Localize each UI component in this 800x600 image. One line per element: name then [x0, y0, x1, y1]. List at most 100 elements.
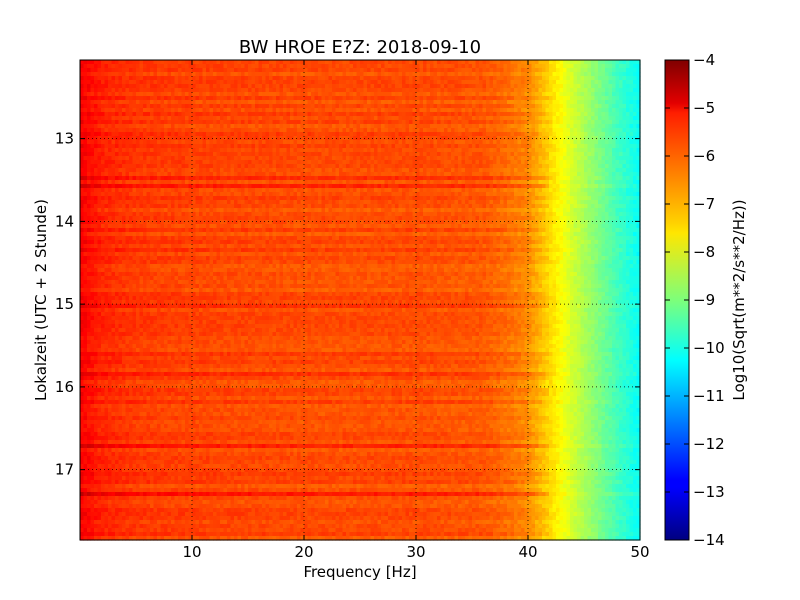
heatmap-cell — [440, 132, 445, 137]
heatmap-cell — [608, 132, 613, 137]
heatmap-cell — [195, 80, 200, 85]
heatmap-cell — [104, 64, 109, 69]
heatmap-cell — [265, 120, 270, 125]
heatmap-cell — [146, 152, 151, 157]
heatmap-cell — [507, 76, 512, 81]
heatmap-cell — [430, 100, 435, 105]
heatmap-cell — [531, 172, 536, 177]
heatmap-cell — [185, 184, 190, 189]
heatmap-cell — [171, 136, 176, 141]
heatmap-cell — [234, 76, 239, 81]
heatmap-cell — [566, 104, 571, 109]
heatmap-cell — [556, 136, 561, 141]
heatmap-cell — [125, 132, 130, 137]
heatmap-cell — [521, 168, 526, 173]
heatmap-cell — [276, 168, 281, 173]
heatmap-cell — [339, 104, 344, 109]
heatmap-cell — [339, 148, 344, 153]
heatmap-cell — [363, 60, 368, 65]
heatmap-cell — [437, 64, 442, 69]
heatmap-cell — [377, 168, 382, 173]
heatmap-cell — [629, 68, 634, 73]
heatmap-cell — [108, 88, 113, 93]
heatmap-cell — [108, 68, 113, 73]
heatmap-cell — [360, 120, 365, 125]
heatmap-cell — [353, 68, 358, 73]
heatmap-cell — [283, 92, 288, 97]
heatmap-cell — [269, 64, 274, 69]
heatmap-cell — [416, 132, 421, 137]
heatmap-cell — [507, 180, 512, 185]
heatmap-cell — [489, 168, 494, 173]
heatmap-cell — [363, 88, 368, 93]
heatmap-cell — [115, 176, 120, 181]
heatmap-cell — [356, 156, 361, 161]
heatmap-cell — [90, 80, 95, 85]
heatmap-cell — [409, 64, 414, 69]
heatmap-cell — [535, 168, 540, 173]
heatmap-cell — [104, 144, 109, 149]
heatmap-cell — [307, 136, 312, 141]
heatmap-cell — [223, 60, 228, 65]
heatmap-cell — [87, 68, 92, 73]
heatmap-cell — [311, 132, 316, 137]
heatmap-cell — [626, 92, 631, 97]
heatmap-cell — [206, 84, 211, 89]
heatmap-cell — [328, 176, 333, 181]
heatmap-cell — [444, 148, 449, 153]
heatmap-cell — [97, 104, 102, 109]
heatmap-cell — [195, 84, 200, 89]
heatmap-cell — [605, 164, 610, 169]
heatmap-cell — [584, 108, 589, 113]
heatmap-cell — [178, 64, 183, 69]
heatmap-cell — [594, 124, 599, 129]
heatmap-cell — [108, 180, 113, 185]
heatmap-cell — [388, 132, 393, 137]
heatmap-cell — [542, 92, 547, 97]
heatmap-cell — [573, 104, 578, 109]
heatmap-cell — [545, 144, 550, 149]
heatmap-cell — [370, 116, 375, 121]
heatmap-cell — [293, 76, 298, 81]
heatmap-cell — [279, 172, 284, 177]
heatmap-cell — [80, 124, 85, 129]
heatmap-cell — [542, 148, 547, 153]
heatmap-cell — [552, 88, 557, 93]
heatmap-cell — [549, 92, 554, 97]
heatmap-cell — [587, 76, 592, 81]
heatmap-cell — [367, 112, 372, 117]
heatmap-cell — [360, 156, 365, 161]
heatmap-cell — [391, 84, 396, 89]
heatmap-cell — [94, 80, 99, 85]
heatmap-cell — [468, 100, 473, 105]
heatmap-cell — [276, 164, 281, 169]
heatmap-cell — [188, 140, 193, 145]
heatmap-cell — [300, 124, 305, 129]
heatmap-cell — [108, 140, 113, 145]
heatmap-cell — [538, 92, 543, 97]
heatmap-cell — [454, 144, 459, 149]
heatmap-cell — [493, 64, 498, 69]
heatmap-cell — [531, 120, 536, 125]
heatmap-cell — [164, 152, 169, 157]
heatmap-cell — [136, 184, 141, 189]
heatmap-cell — [178, 168, 183, 173]
heatmap-cell — [601, 120, 606, 125]
heatmap-cell — [227, 88, 232, 93]
heatmap-cell — [535, 160, 540, 165]
heatmap-cell — [367, 116, 372, 121]
heatmap-cell — [419, 148, 424, 153]
heatmap-cell — [132, 112, 137, 117]
heatmap-cell — [230, 124, 235, 129]
heatmap-cell — [608, 156, 613, 161]
heatmap-cell — [227, 148, 232, 153]
heatmap-cell — [636, 88, 641, 93]
heatmap-cell — [104, 172, 109, 177]
heatmap-cell — [321, 100, 326, 105]
heatmap-cell — [570, 68, 575, 73]
heatmap-cell — [447, 120, 452, 125]
heatmap-cell — [83, 92, 88, 97]
heatmap-cell — [374, 176, 379, 181]
heatmap-cell — [269, 124, 274, 129]
heatmap-cell — [545, 80, 550, 85]
